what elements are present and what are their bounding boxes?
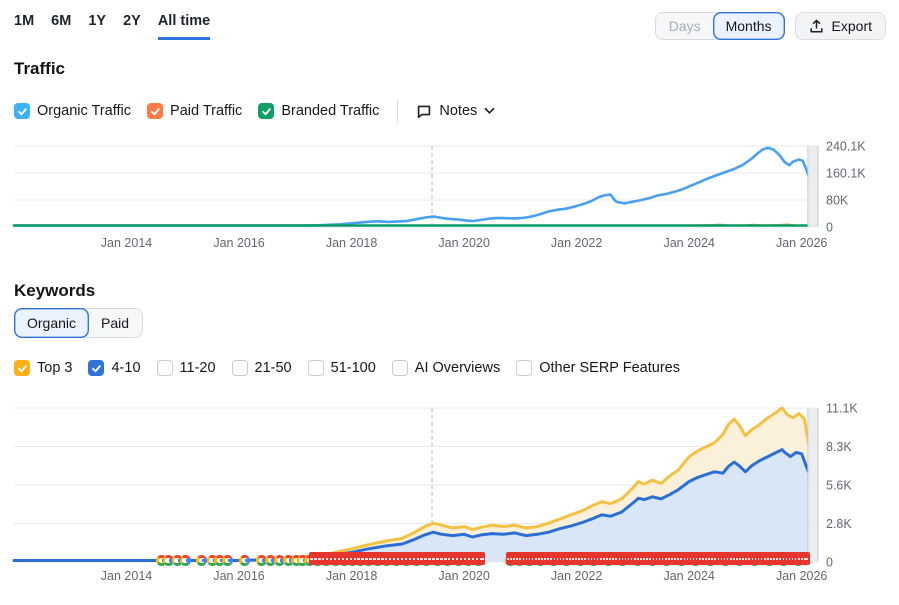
series-line-4-10 — [12, 448, 810, 562]
filter-21-50-label: 21-50 — [254, 360, 292, 376]
filter-51-100[interactable]: 51-100 — [307, 360, 376, 376]
series-line-organic-traffic — [12, 146, 810, 227]
notes-bubble-icon — [418, 105, 431, 118]
y-axis-label: 240.1K — [826, 140, 866, 154]
y-axis-label: 5.6K — [826, 479, 852, 493]
tab-1y[interactable]: 1Y — [88, 13, 107, 29]
checked-checkbox-icon[interactable] — [147, 103, 164, 119]
keywords-chart-canvas[interactable]: 0 2.8K 5.6K 8.3K 11.1K Jan 2014 Jan 2016 Jan 20… — [0, 398, 899, 598]
y-axis-label: 80K — [826, 194, 849, 208]
legend-organic-traffic-label: Organic Traffic — [37, 103, 132, 119]
x-axis-label: Jan 2016 — [213, 569, 264, 583]
x-axis-label: Jan 2022 — [551, 236, 602, 250]
x-axis-label: Jan 2022 — [551, 569, 602, 583]
filter-top-3-label: Top 3 — [37, 360, 73, 376]
x-axis-label: Jan 2020 — [438, 236, 489, 250]
check-icon — [17, 107, 27, 115]
checked-checkbox-icon[interactable] — [88, 360, 105, 376]
traffic-chart[interactable]: 0 80K 160.1K 240.1K Jan 2014 Jan 2016 Jan 2018… — [0, 136, 899, 260]
check-icon — [17, 364, 27, 372]
x-axis-label: Jan 2020 — [438, 569, 489, 583]
notes-dropdown[interactable]: Notes — [416, 103, 495, 119]
filter-21-50[interactable]: 21-50 — [231, 360, 292, 376]
current-period-band — [807, 408, 818, 562]
filter-51-100-label: 51-100 — [330, 360, 376, 376]
filter-4-10-label: 4-10 — [111, 360, 141, 376]
y-axis-label: 160.1K — [826, 166, 866, 180]
unchecked-checkbox-icon[interactable] — [231, 360, 248, 376]
notes-label: Notes — [439, 103, 478, 119]
x-axis-label: Jan 2024 — [663, 236, 714, 250]
area-fill-top-3 — [14, 408, 809, 561]
granularity-option-days: Days — [668, 18, 701, 34]
keywords-chart[interactable]: 0 2.8K 5.6K 8.3K 11.1K Jan 2014 Jan 2016 Jan 20… — [0, 398, 899, 598]
unchecked-checkbox-icon[interactable] — [307, 360, 324, 376]
filter-11-20[interactable]: 11-20 — [156, 360, 216, 376]
x-axis-label: Jan 2026 — [776, 569, 827, 583]
unchecked-checkbox-icon[interactable] — [156, 360, 173, 376]
granularity-option-months[interactable]: Months — [712, 12, 785, 40]
y-axis-label: 2.8K — [826, 517, 852, 531]
x-axis-label: Jan 2014 — [101, 236, 152, 250]
keywords-section-title: Keywords — [14, 281, 96, 300]
keywords-type-toggle: Organic Paid — [14, 308, 144, 338]
filter-4-10[interactable]: 4-10 — [88, 360, 141, 376]
checked-checkbox-icon[interactable] — [14, 360, 30, 376]
checked-checkbox-icon[interactable] — [258, 103, 275, 119]
legend-organic-traffic[interactable]: Organic Traffic — [14, 103, 131, 119]
unchecked-checkbox-icon[interactable] — [516, 360, 533, 376]
x-axis-label: Jan 2018 — [326, 569, 377, 583]
x-axis-label: Jan 2016 — [213, 236, 264, 250]
tab-2y[interactable]: 2Y — [123, 13, 141, 29]
traffic-legend-row: Organic Traffic Paid Traffic Branded Traff… — [14, 100, 495, 122]
x-axis-label: Jan 2024 — [663, 569, 714, 583]
keywords-type-organic[interactable]: Organic — [14, 308, 90, 338]
date-range-tabs: 1M 6M 1Y 2Y All time — [14, 13, 211, 40]
tab-1m[interactable]: 1M — [14, 13, 35, 29]
y-axis-label: 0 — [826, 221, 833, 235]
legend-paid-traffic-label: Paid Traffic — [170, 103, 243, 119]
x-axis-label: Jan 2018 — [326, 236, 377, 250]
series-line-top-3 — [12, 406, 810, 562]
filter-other-serp-features-label: Other SERP Features — [539, 360, 680, 376]
area-fill-4-10 — [14, 449, 809, 562]
export-button[interactable]: Export — [794, 12, 886, 40]
traffic-section-title: Traffic — [14, 59, 66, 78]
y-axis-label: 8.3K — [826, 440, 852, 454]
filter-ai-overviews-label: AI Overviews — [414, 360, 501, 376]
tab-all-time[interactable]: All time — [157, 13, 211, 40]
vertical-divider — [397, 100, 399, 122]
x-axis-label: Jan 2014 — [101, 569, 152, 583]
chevron-down-icon — [484, 107, 495, 114]
check-icon — [150, 107, 160, 115]
keyword-filters-row: Top 3 4-10 11-20 21-50 51-100 AI Overviews Oth… — [14, 360, 680, 376]
check-icon — [262, 107, 271, 115]
export-upload-icon — [809, 19, 823, 33]
tab-6m[interactable]: 6M — [51, 13, 72, 29]
traffic-chart-canvas[interactable]: 0 80K 160.1K 240.1K Jan 2014 Jan 2016 Jan 2018… — [0, 136, 899, 260]
x-axis-label: Jan 2026 — [776, 236, 827, 250]
filter-other-serp-features[interactable]: Other SERP Features — [516, 360, 680, 376]
checked-checkbox-icon[interactable] — [14, 103, 30, 119]
legend-paid-traffic[interactable]: Paid Traffic — [147, 103, 242, 119]
keywords-type-paid[interactable]: Paid — [101, 315, 130, 331]
header-actions: Days Months Export — [654, 12, 886, 40]
legend-branded-traffic-label: Branded Traffic — [281, 103, 380, 119]
legend-branded-traffic[interactable]: Branded Traffic — [258, 103, 379, 119]
y-axis-label: 0 — [826, 556, 833, 570]
granularity-toggle: Days Months — [654, 12, 785, 40]
filter-11-20-label: 11-20 — [179, 360, 216, 376]
current-period-band — [807, 146, 818, 227]
y-axis-label: 11.1K — [826, 402, 858, 416]
check-icon — [92, 364, 101, 372]
filter-top-3[interactable]: Top 3 — [14, 360, 72, 376]
export-label: Export — [831, 18, 872, 34]
filter-ai-overviews[interactable]: AI Overviews — [391, 360, 501, 376]
unchecked-checkbox-icon[interactable] — [391, 360, 408, 376]
